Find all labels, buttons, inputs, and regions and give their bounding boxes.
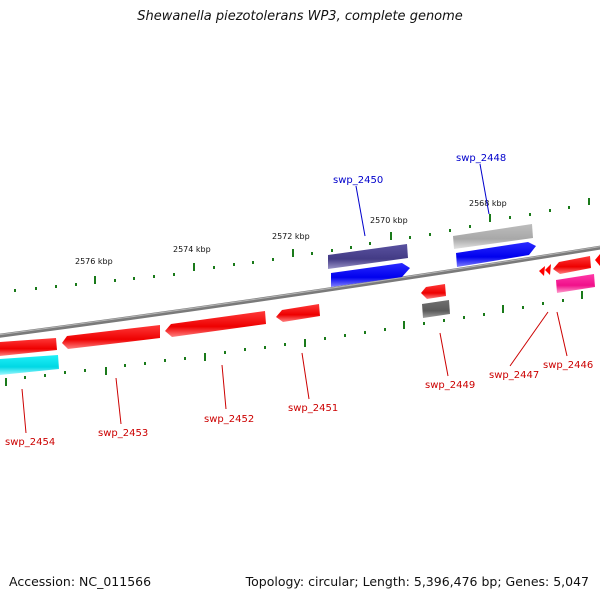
scale-label-2568: 2568 kbp: [469, 199, 507, 208]
forward-feature-swp-2450-outer[interactable]: [328, 244, 408, 269]
leader-line-swp-2448: [479, 163, 490, 215]
reverse-cds-swp-2454[interactable]: [0, 338, 57, 356]
outer-tick-ring: [14, 198, 590, 292]
scale-label-2570: 2570 kbp: [370, 216, 408, 225]
genome-summary: Topology: circular; Length: 5,396,476 bp…: [245, 574, 589, 589]
gene-label-swp-2449[interactable]: swp_2449: [425, 380, 475, 391]
gene-label-swp-2447[interactable]: swp_2447: [489, 370, 539, 381]
reverse-cds-small-a[interactable]: [539, 266, 545, 276]
gene-label-swp-2451[interactable]: swp_2451: [288, 403, 338, 414]
leader-line-swp-2447: [509, 311, 549, 367]
reverse-feature-swp-2449-inner[interactable]: [422, 300, 450, 318]
gene-label-swp-2453[interactable]: swp_2453: [98, 428, 148, 439]
leader-line-swp-2450: [355, 185, 366, 237]
reverse-cds-swp-2453[interactable]: [62, 325, 160, 349]
gene-label-swp-2450[interactable]: swp_2450: [333, 175, 383, 186]
leader-line-swp-2453: [115, 377, 122, 425]
leader-line-swp-2452: [221, 364, 227, 410]
reverse-feature-swp-2446-inner[interactable]: [556, 274, 595, 293]
leader-line-swp-2446: [556, 311, 568, 357]
leader-line-swp-2451: [301, 352, 310, 400]
accession-label: Accession: NC_011566: [9, 574, 152, 589]
reverse-feature-swp-2454-inner[interactable]: [0, 355, 59, 375]
leader-line-swp-2454: [21, 388, 27, 434]
gene-label-swp-2446[interactable]: swp_2446: [543, 360, 593, 371]
scale-label-2572: 2572 kbp: [272, 232, 310, 241]
reverse-cds-swp-2449[interactable]: [421, 284, 446, 299]
reverse-cds-swp-2451[interactable]: [276, 304, 320, 322]
scale-label-2574: 2574 kbp: [173, 245, 211, 254]
gene-label-swp-2454[interactable]: swp_2454: [5, 437, 55, 448]
forward-cds-swp-2448[interactable]: [456, 242, 536, 267]
genome-backbone-highlight: [0, 246, 600, 336]
reverse-cds-edge[interactable]: [595, 254, 600, 266]
forward-feature-swp-2448-outer[interactable]: [453, 224, 533, 249]
reverse-cds-swp-2452[interactable]: [165, 311, 266, 337]
reverse-cds-small-b[interactable]: [545, 264, 551, 275]
gene-label-swp-2452[interactable]: swp_2452: [204, 414, 254, 425]
inner-tick-ring: [5, 291, 583, 386]
forward-cds-swp-2450[interactable]: [331, 263, 410, 287]
genome-backbone: [0, 245, 600, 338]
scale-label-2576: 2576 kbp: [75, 257, 113, 266]
gene-label-swp-2448[interactable]: swp_2448: [456, 153, 506, 164]
reverse-cds-swp-2447[interactable]: [553, 256, 591, 274]
leader-line-swp-2449: [439, 332, 449, 377]
map-title: Shewanella piezotolerans WP3, complete g…: [137, 9, 463, 24]
